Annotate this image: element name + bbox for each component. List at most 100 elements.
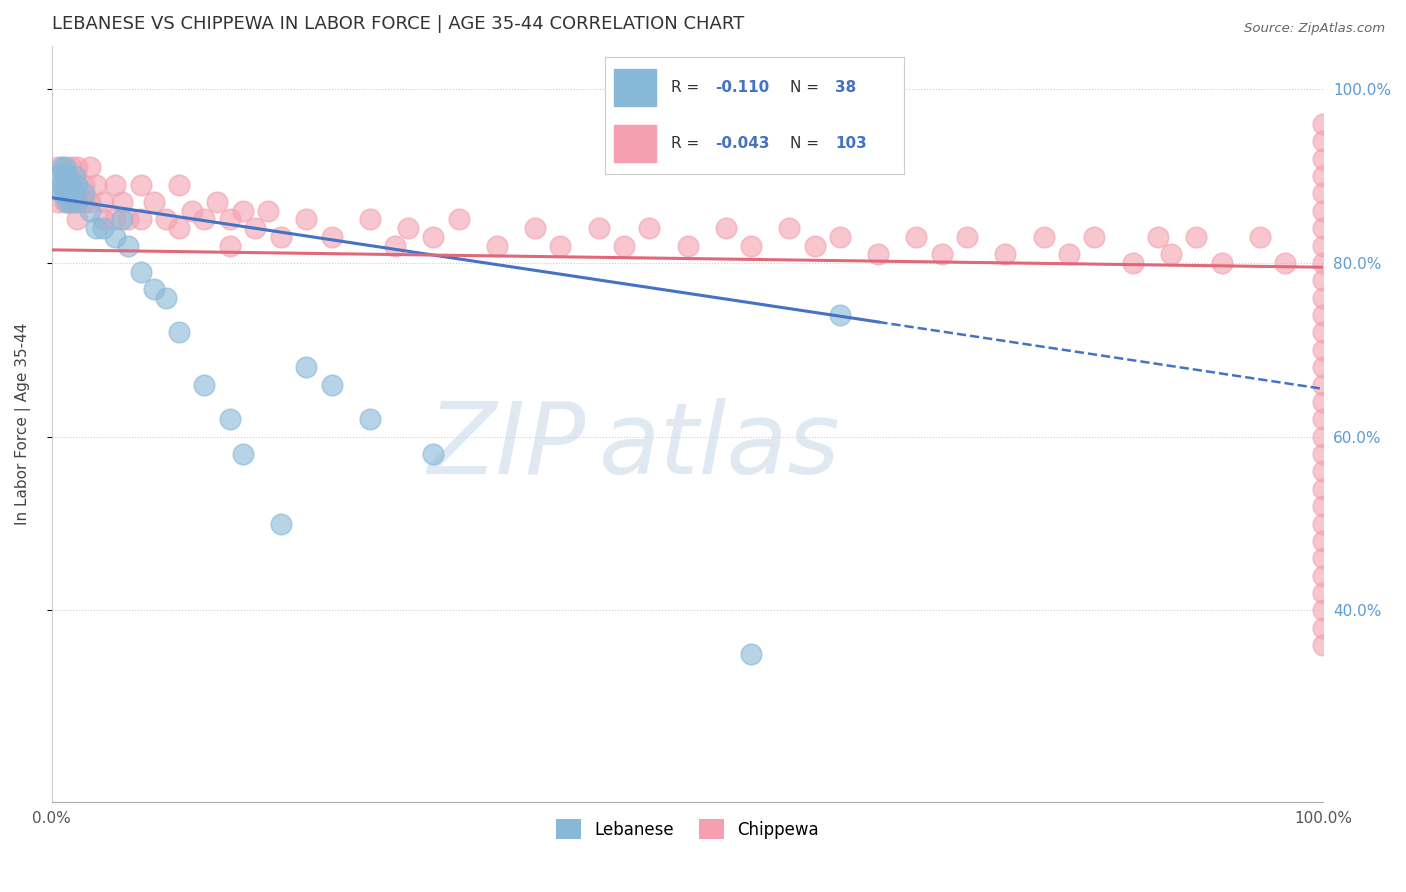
Point — [740, 238, 762, 252]
Point — [270, 516, 292, 531]
Point — [1312, 360, 1334, 375]
Point — [56, 178, 79, 192]
Point — [91, 212, 114, 227]
Point — [66, 161, 89, 175]
Point — [270, 229, 292, 244]
Point — [803, 238, 825, 252]
Point — [447, 212, 470, 227]
Point — [59, 161, 82, 175]
Text: Source: ZipAtlas.com: Source: ZipAtlas.com — [1244, 22, 1385, 36]
Point — [1312, 586, 1334, 600]
Point — [53, 186, 76, 201]
Point — [91, 195, 114, 210]
Point — [46, 195, 69, 210]
Point — [1312, 395, 1334, 409]
Point — [1312, 551, 1334, 566]
Point — [1312, 186, 1334, 201]
Point — [117, 212, 139, 227]
Point — [485, 238, 508, 252]
Point — [588, 221, 610, 235]
Point — [232, 203, 254, 218]
Point — [295, 212, 318, 227]
Point — [1312, 308, 1334, 322]
Point — [72, 178, 94, 192]
Point — [111, 195, 134, 210]
Point — [1312, 430, 1334, 444]
Point — [53, 161, 76, 175]
Point — [422, 229, 444, 244]
Point — [359, 412, 381, 426]
Point — [232, 447, 254, 461]
Point — [1032, 229, 1054, 244]
Point — [1312, 169, 1334, 183]
Point — [59, 178, 82, 192]
Point — [142, 282, 165, 296]
Text: ZIP: ZIP — [427, 398, 586, 495]
Point — [384, 238, 406, 252]
Point — [396, 221, 419, 235]
Y-axis label: In Labor Force | Age 35-44: In Labor Force | Age 35-44 — [15, 322, 31, 524]
Point — [66, 212, 89, 227]
Point — [1312, 499, 1334, 513]
Point — [167, 221, 190, 235]
Point — [218, 212, 240, 227]
Point — [550, 238, 572, 252]
Point — [1312, 343, 1334, 357]
Point — [868, 247, 890, 261]
Point — [59, 195, 82, 210]
Point — [104, 229, 127, 244]
Point — [245, 221, 267, 235]
Point — [1312, 482, 1334, 496]
Point — [63, 178, 86, 192]
Point — [1312, 603, 1334, 617]
Point — [79, 161, 101, 175]
Point — [218, 412, 240, 426]
Point — [59, 195, 82, 210]
Point — [1312, 117, 1334, 131]
Point — [714, 221, 737, 235]
Point — [63, 169, 86, 183]
Point — [1312, 533, 1334, 548]
Point — [905, 229, 928, 244]
Point — [86, 221, 108, 235]
Point — [321, 229, 343, 244]
Point — [51, 178, 73, 192]
Point — [1211, 256, 1233, 270]
Point — [359, 212, 381, 227]
Point — [56, 195, 79, 210]
Point — [56, 178, 79, 192]
Point — [1083, 229, 1105, 244]
Point — [956, 229, 979, 244]
Point — [72, 195, 94, 210]
Text: atlas: atlas — [599, 398, 841, 495]
Point — [1122, 256, 1144, 270]
Point — [1312, 621, 1334, 635]
Point — [51, 186, 73, 201]
Point — [257, 203, 280, 218]
Point — [79, 203, 101, 218]
Point — [1312, 568, 1334, 582]
Point — [1312, 326, 1334, 340]
Point — [193, 377, 215, 392]
Point — [56, 169, 79, 183]
Point — [1312, 516, 1334, 531]
Point — [180, 203, 202, 218]
Point — [931, 247, 953, 261]
Point — [778, 221, 800, 235]
Point — [1312, 291, 1334, 305]
Point — [638, 221, 661, 235]
Point — [613, 238, 636, 252]
Point — [1312, 221, 1334, 235]
Point — [1274, 256, 1296, 270]
Point — [129, 178, 152, 192]
Point — [155, 291, 177, 305]
Point — [72, 186, 94, 201]
Point — [79, 195, 101, 210]
Point — [104, 212, 127, 227]
Point — [1312, 152, 1334, 166]
Point — [53, 169, 76, 183]
Point — [46, 169, 69, 183]
Point — [59, 186, 82, 201]
Point — [1312, 464, 1334, 478]
Point — [129, 264, 152, 278]
